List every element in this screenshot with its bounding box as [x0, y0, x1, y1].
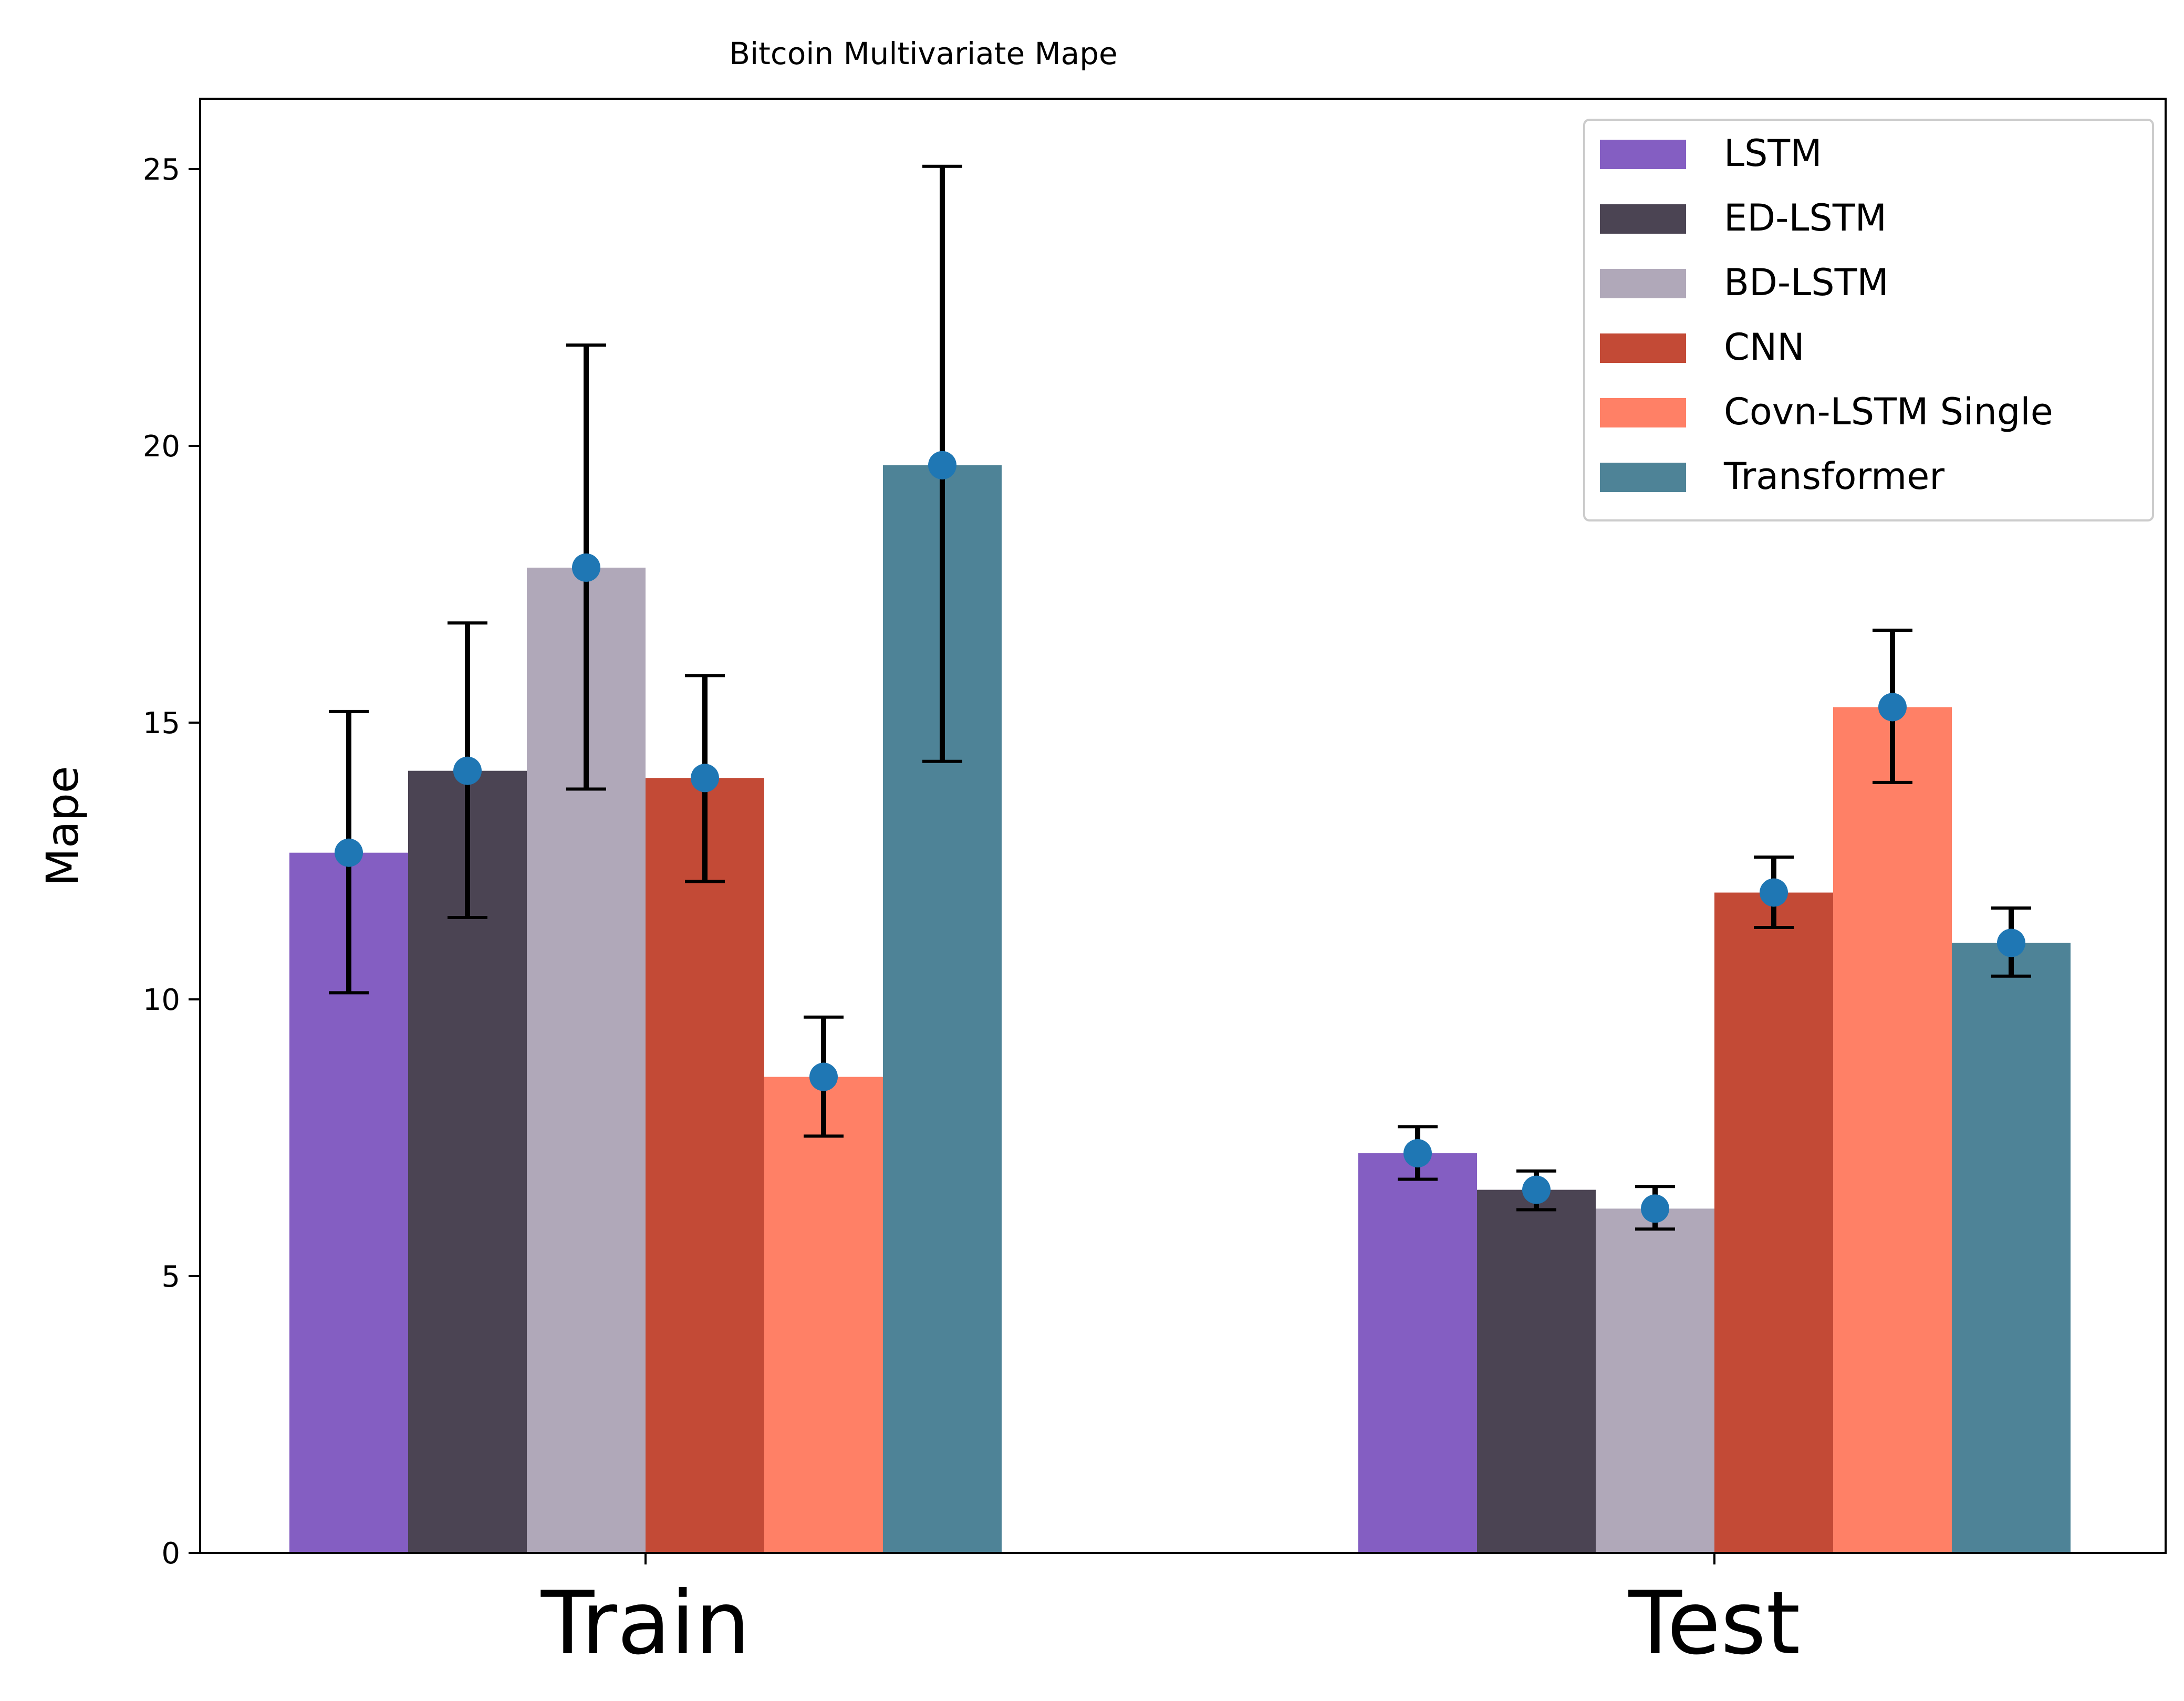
legend-label: LSTM: [1724, 132, 1822, 175]
y-tick-label: 10: [143, 983, 180, 1017]
legend-items: LSTM ED-LSTM BD-LSTM CNN Covn-LSTM Single Tra…: [1600, 132, 2053, 498]
data-point: [809, 1062, 838, 1091]
y-tick-label: 15: [143, 706, 180, 740]
y-tick-label: 5: [161, 1260, 180, 1294]
bar: [1714, 892, 1833, 1553]
x-tick-label: Test: [1628, 1573, 1801, 1674]
data-point: [1997, 928, 2025, 957]
data-point: [1641, 1194, 1669, 1223]
bar: [1833, 707, 1952, 1553]
x-axis: Train Test: [540, 1553, 1801, 1674]
legend-label: Transformer: [1723, 455, 1944, 498]
bar: [646, 778, 764, 1553]
legend-swatch: [1600, 140, 1686, 169]
y-tick-label: 25: [143, 153, 180, 187]
legend-swatch: [1600, 269, 1686, 298]
legend-label: BD-LSTM: [1724, 261, 1889, 304]
legend-label: Covn-LSTM Single: [1724, 390, 2053, 433]
bar: [1358, 1153, 1477, 1553]
data-point: [453, 756, 482, 785]
chart-title: Bitcoin Multivariate Mape: [729, 36, 1117, 71]
data-point: [1403, 1139, 1432, 1168]
bar: [1596, 1208, 1714, 1553]
bar: [1952, 943, 2071, 1553]
plot-frame: [199, 98, 2167, 1554]
bar: [764, 1077, 883, 1553]
legend-swatch: [1600, 398, 1686, 427]
legend-swatch: [1600, 204, 1686, 234]
legend-frame: [1583, 119, 2154, 521]
data-point: [691, 764, 719, 792]
legend-swatch: [1600, 333, 1686, 363]
bars-layer: [289, 465, 2071, 1553]
data-point: [1878, 693, 1907, 722]
legend: LSTM ED-LSTM BD-LSTM CNN Covn-LSTM Single Tra…: [1583, 119, 2154, 521]
data-point: [928, 451, 956, 479]
bar: [1477, 1189, 1596, 1553]
markers-layer: [335, 451, 2025, 1223]
data-point: [1522, 1175, 1551, 1204]
data-point: [572, 553, 600, 582]
y-tick-label: 0: [161, 1537, 180, 1571]
legend-label: ED-LSTM: [1724, 196, 1887, 239]
x-tick-label: Train: [540, 1573, 750, 1674]
data-point: [335, 838, 363, 867]
data-point: [1760, 878, 1788, 907]
y-axis-label: Mape: [37, 766, 88, 886]
legend-swatch: [1600, 463, 1686, 492]
y-tick-label: 20: [143, 430, 180, 464]
legend-label: CNN: [1724, 326, 1805, 369]
y-axis: 0 5 10 15 20 25: [143, 153, 200, 1571]
